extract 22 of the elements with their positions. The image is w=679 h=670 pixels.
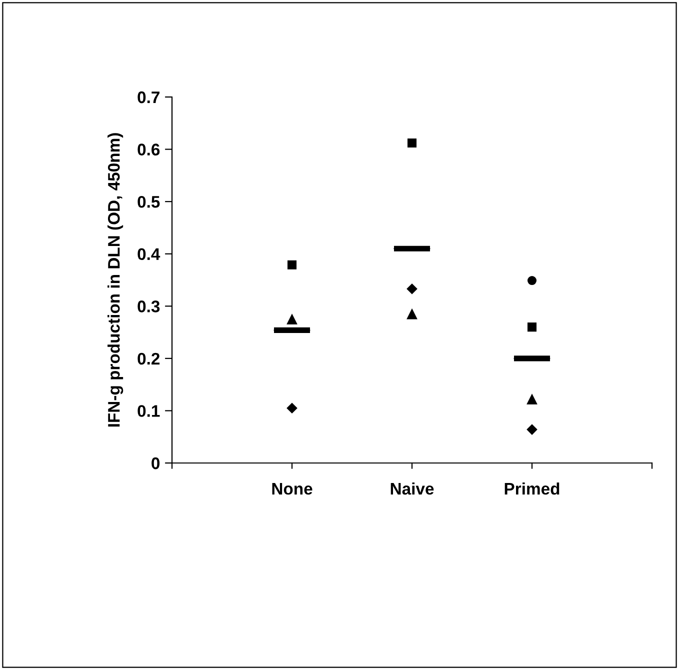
y-tick-label: 0.2 xyxy=(138,352,160,365)
point xyxy=(407,138,417,148)
point xyxy=(527,276,537,286)
x-tick-label: None xyxy=(272,483,312,495)
y-axis-title: IFN-g production in DLN (OD, 450nm) xyxy=(108,133,124,427)
point xyxy=(406,308,418,320)
y-tick-label: 0.4 xyxy=(138,248,160,260)
point xyxy=(286,402,298,414)
y-tick-label: 0.3 xyxy=(138,300,160,312)
point xyxy=(287,260,297,270)
x-tick-label: Primed xyxy=(504,482,560,495)
y-tick-label: 0 xyxy=(152,457,160,470)
x-tick-label: Naive xyxy=(390,482,434,495)
point xyxy=(526,424,538,435)
y-tick-label: 0.6 xyxy=(138,144,160,156)
y-tick-label: 0.1 xyxy=(138,405,160,417)
y-tick-label: 0.7 xyxy=(138,91,160,104)
point xyxy=(406,284,418,294)
point xyxy=(527,322,537,332)
point xyxy=(286,314,298,324)
y-tick-label: 0.5 xyxy=(138,196,160,208)
point xyxy=(526,394,538,404)
